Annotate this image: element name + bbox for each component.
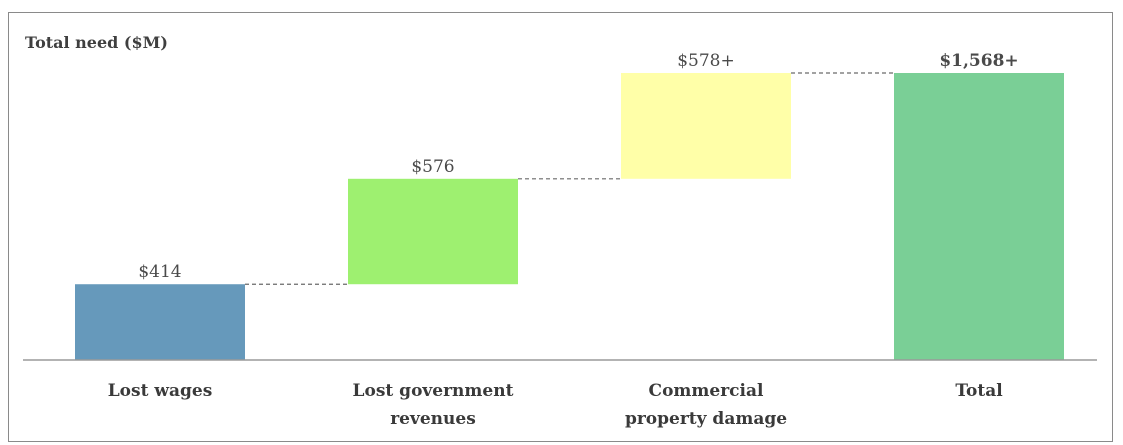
- value-label-total: $1,568+: [939, 51, 1018, 71]
- category-label-line: property damage: [625, 409, 787, 429]
- bar-commercial-property-damage: [621, 73, 791, 179]
- category-label-line: Lost government: [353, 381, 514, 401]
- category-label-line: Total: [955, 381, 1003, 401]
- chart-title: Total need ($M): [25, 33, 168, 52]
- value-label-lost-government-revenues: $576: [411, 157, 454, 177]
- value-label-lost-wages: $414: [138, 262, 181, 282]
- category-label-line: Lost wages: [108, 381, 213, 401]
- value-label-commercial-property-damage: $578+: [677, 51, 735, 71]
- category-label-line: revenues: [390, 409, 476, 429]
- category-label-total: Total: [955, 381, 1003, 401]
- category-label-lost-government-revenues: Lost government revenues: [353, 381, 514, 429]
- bar-lost-wages: [75, 284, 245, 360]
- bar-total: [894, 73, 1064, 360]
- bar-lost-government-revenues: [348, 178, 518, 285]
- category-label-line: Commercial: [649, 381, 764, 401]
- category-label-commercial-property-damage: Commercial property damage: [625, 381, 787, 429]
- category-label-lost-wages: Lost wages: [108, 381, 213, 401]
